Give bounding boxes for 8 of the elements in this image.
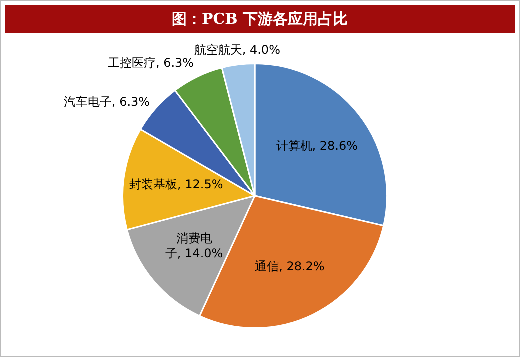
chart-title: 图：PCB 下游各应用占比 [5,5,515,33]
slice-label: 通信, 28.2% [255,259,325,274]
slice-label: 计算机, 28.6% [276,138,358,153]
slice-label: 工控医疗, 6.3% [108,56,194,70]
slice-label: 封装基板, 12.5% [129,178,224,192]
slice-label: 航空航天, 4.0% [194,43,280,58]
slice-label: 汽车电子, 6.3% [64,95,150,110]
slice-label: 消费电子, 14.0% [165,232,224,261]
